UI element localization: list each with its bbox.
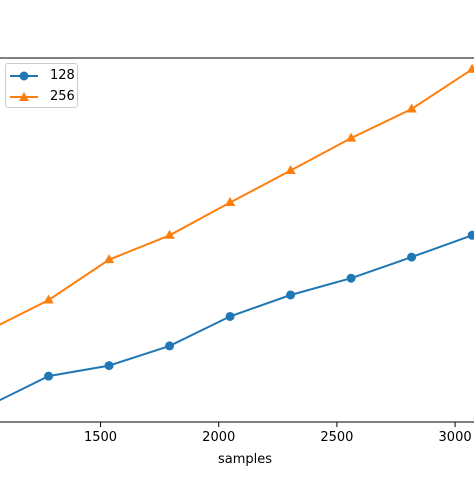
legend-item-256: 256	[6, 88, 79, 106]
data-point-256	[43, 294, 54, 304]
legend-swatch-128	[10, 71, 38, 81]
legend-swatch-256	[10, 92, 38, 101]
data-point-256	[103, 254, 115, 264]
data-point-128	[407, 252, 417, 262]
x-tick-label: 3000	[439, 430, 472, 445]
data-point-128	[165, 341, 175, 351]
data-point-128	[346, 273, 356, 283]
data-point-128	[467, 230, 474, 240]
data-point-256	[164, 229, 175, 239]
legend-label-128: 128	[50, 68, 75, 83]
data-point-128	[286, 290, 296, 300]
data-point-128	[104, 361, 114, 371]
data-point-128	[225, 311, 235, 321]
data-point-256	[285, 164, 296, 174]
x-axis-label: samples	[218, 452, 272, 467]
axes-frame	[0, 57, 474, 423]
x-tick-label: 2500	[320, 430, 353, 445]
data-point-256	[406, 103, 417, 113]
data-point-256	[345, 132, 357, 142]
data-point-256	[224, 197, 236, 207]
x-tick-label: 2000	[202, 430, 235, 445]
legend-label-256: 256	[50, 89, 75, 104]
x-ticks: 10001500200025003000	[84, 422, 472, 445]
data-point-256	[466, 63, 474, 73]
data-point-128	[44, 371, 54, 381]
series-line-256	[0, 68, 473, 326]
x-tick-label: 1500	[84, 430, 117, 445]
series-line-128	[0, 234, 473, 402]
legend: 128 256	[5, 63, 78, 108]
legend-item-128: 128	[6, 67, 79, 85]
series-layer	[0, 63, 474, 402]
